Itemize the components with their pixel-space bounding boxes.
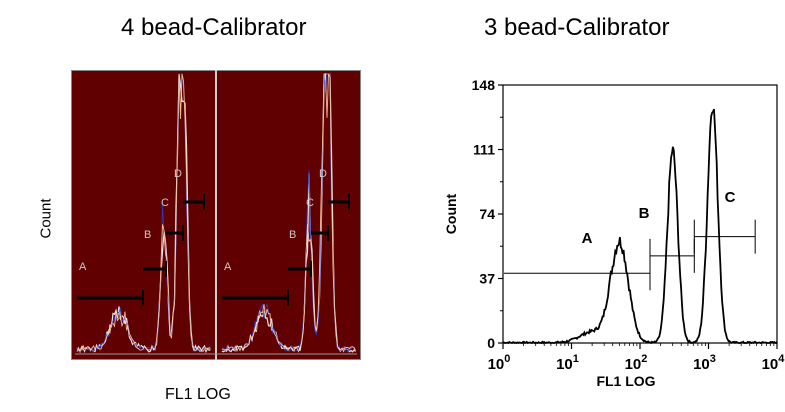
gate-label: B — [639, 205, 650, 222]
left-chart-ylabel: Count — [37, 198, 55, 239]
gate-label: C — [306, 197, 314, 209]
histogram-trace — [76, 73, 211, 353]
y-axis-label: Count — [443, 193, 459, 234]
left-subpanel: A B C D — [76, 73, 211, 354]
histogram-line — [502, 108, 778, 345]
right-chart-title: 3 bead-Calibrator — [484, 14, 670, 41]
gate-label: B — [289, 229, 296, 241]
y-tick-label: 74 — [479, 206, 495, 222]
right-subpanel: A B C D — [221, 73, 356, 353]
x-axis-label: FL1 LOG — [596, 373, 655, 389]
gate-label: D — [319, 168, 327, 180]
left-histogram-plot: A B C D A B C D — [71, 70, 361, 360]
gate-label: B — [144, 229, 151, 241]
y-tick-label: 37 — [479, 271, 495, 287]
y-tick-label: 0 — [487, 335, 495, 351]
gate-label: C — [161, 197, 169, 209]
histogram-trace — [221, 73, 356, 353]
x-tick-label: 102 — [625, 353, 648, 373]
gate-label: A — [79, 261, 87, 273]
left-chart-xlabel: FL1 LOG — [165, 386, 231, 403]
x-tick-label: 100 — [488, 353, 511, 373]
y-tick-label: 148 — [472, 77, 496, 93]
gate-label: A — [582, 230, 593, 247]
gate-label: C — [725, 189, 736, 206]
x-tick-label: 101 — [556, 353, 579, 373]
left-chart-title: 4 bead-Calibrator — [121, 14, 307, 41]
gate-label: D — [174, 168, 182, 180]
gate-label: A — [224, 261, 232, 273]
y-tick-label: 111 — [473, 142, 495, 158]
x-tick-label: 103 — [693, 353, 716, 373]
right-histogram-chart: 0 37 74 111 148 100 101 102 103 104 FL1 LOG Count A B… — [443, 77, 785, 389]
x-tick-label: 104 — [762, 353, 785, 373]
